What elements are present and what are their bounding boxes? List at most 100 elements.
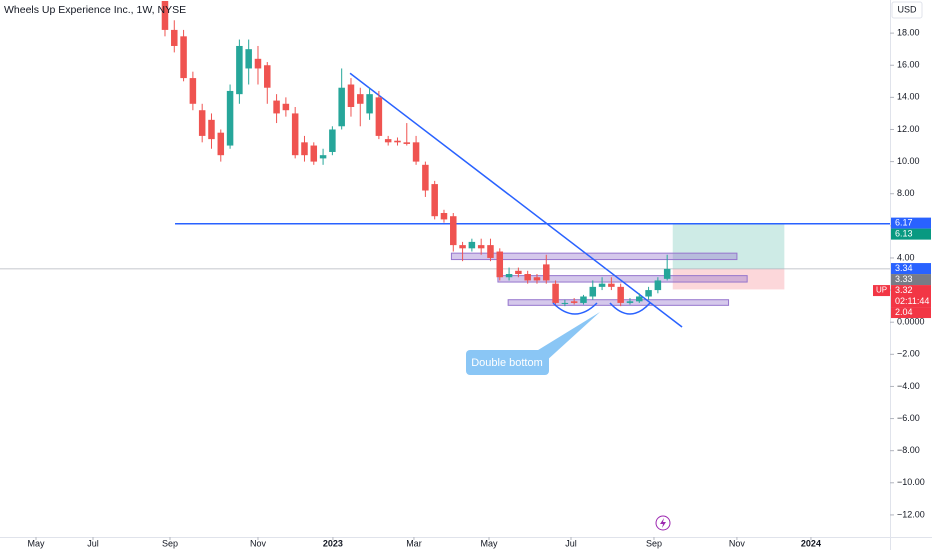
candle-body bbox=[654, 280, 662, 291]
candle-body bbox=[319, 155, 327, 159]
candle-body bbox=[394, 140, 401, 143]
candle-body bbox=[450, 216, 457, 246]
x-tick-label: Nov bbox=[250, 538, 267, 548]
x-tick-label: Sep bbox=[162, 538, 178, 548]
candle-body bbox=[608, 283, 615, 287]
x-tick-label: 2024 bbox=[801, 538, 821, 548]
candle-body bbox=[570, 301, 578, 303]
candle-body bbox=[487, 245, 494, 258]
candle-body bbox=[431, 184, 438, 217]
candle-body bbox=[208, 119, 215, 140]
candle-body bbox=[329, 129, 336, 152]
double-bottom-arcs bbox=[552, 302, 651, 315]
x-tick-label: Nov bbox=[729, 538, 746, 548]
candle-body bbox=[236, 45, 243, 95]
y-tick-label: 0.0000 bbox=[897, 317, 925, 327]
y-tick-label: −12.00 bbox=[897, 509, 925, 519]
x-tick-label: Jul bbox=[565, 538, 577, 548]
price-label: 3.34 bbox=[895, 263, 913, 273]
candle-body bbox=[310, 145, 318, 162]
candle-body bbox=[180, 36, 187, 79]
price-label-box bbox=[891, 217, 931, 229]
candle-body bbox=[663, 268, 671, 279]
trend-line bbox=[349, 72, 683, 328]
candle-body bbox=[301, 142, 308, 156]
candle-body bbox=[171, 29, 178, 46]
candle-body bbox=[440, 212, 448, 220]
plot bbox=[0, 1, 890, 328]
x-tick-label: May bbox=[480, 538, 498, 548]
candle-body bbox=[273, 100, 280, 114]
candle-body bbox=[198, 110, 206, 136]
candle-body bbox=[524, 274, 531, 281]
candle-body bbox=[264, 65, 271, 88]
candle-body bbox=[617, 286, 624, 303]
candle-body bbox=[291, 113, 299, 156]
y-tick-label: 16.00 bbox=[897, 60, 920, 70]
y-tick-label: −8.00 bbox=[897, 445, 920, 455]
stop-zone bbox=[672, 268, 785, 290]
candle-body bbox=[217, 132, 225, 156]
candle-body bbox=[468, 241, 476, 249]
candle-body bbox=[226, 90, 234, 146]
y-tick-label: −10.00 bbox=[897, 477, 925, 487]
candle-body bbox=[375, 97, 383, 136]
candle-body bbox=[589, 286, 597, 297]
x-tick-label: Jul bbox=[87, 538, 99, 548]
price-label-box bbox=[891, 228, 931, 240]
x-tick-label: Sep bbox=[646, 538, 662, 548]
callout-box bbox=[466, 350, 549, 375]
x-tick-label: Mar bbox=[406, 538, 422, 548]
candle-body bbox=[580, 296, 587, 303]
candle-body bbox=[338, 87, 345, 127]
price-label: 3.32 bbox=[895, 285, 913, 295]
event-icon[interactable] bbox=[655, 515, 671, 531]
candle-body bbox=[505, 274, 513, 278]
symbol-label: UP bbox=[876, 286, 887, 295]
y-tick-label: 14.00 bbox=[897, 92, 920, 102]
y-tick-label: −2.00 bbox=[897, 349, 920, 359]
currency-box[interactable] bbox=[891, 1, 923, 19]
candle-body bbox=[245, 49, 252, 69]
y-tick-label: 8.00 bbox=[897, 188, 915, 198]
currency: USD bbox=[897, 4, 917, 14]
price-label-box bbox=[891, 307, 931, 319]
candle-body bbox=[543, 264, 550, 281]
candle-body bbox=[422, 164, 429, 191]
y-tick-label: 10.00 bbox=[897, 156, 920, 166]
price-label: 6.13 bbox=[895, 228, 913, 238]
candle-body bbox=[161, 1, 169, 30]
candle-body bbox=[561, 302, 569, 304]
price-label-box bbox=[891, 274, 931, 286]
y-tick-label: −4.00 bbox=[897, 381, 920, 391]
candle-body bbox=[254, 58, 262, 69]
candle-body bbox=[412, 142, 420, 162]
candle-body bbox=[347, 84, 355, 107]
candle-body bbox=[552, 283, 559, 303]
candle-body bbox=[645, 290, 652, 297]
candle-body bbox=[384, 139, 392, 143]
candle-body bbox=[496, 251, 504, 278]
candle-body bbox=[357, 94, 364, 104]
y-tick-label: 18.00 bbox=[897, 27, 920, 37]
candle-body bbox=[459, 245, 466, 249]
candle-body bbox=[515, 270, 522, 275]
candle-body bbox=[626, 301, 634, 303]
symbol-box bbox=[873, 285, 890, 297]
price-label: 6.17 bbox=[895, 217, 913, 227]
x-tick-label: 2023 bbox=[323, 538, 343, 548]
countdown: 02:11:44 bbox=[895, 296, 929, 306]
annotation-text: Double bottom bbox=[471, 357, 543, 369]
x-tick-label: May bbox=[27, 538, 45, 548]
price-label-box bbox=[891, 263, 931, 275]
candle-body bbox=[366, 94, 373, 114]
y-tick-label: 12.00 bbox=[897, 124, 920, 134]
price-label: 3.33 bbox=[895, 274, 913, 284]
candle-body bbox=[189, 78, 197, 104]
event-bolt bbox=[660, 518, 666, 528]
symbol-title: Wheels Up Experience Inc., 1W, NYSE bbox=[4, 4, 186, 16]
candle-body bbox=[598, 283, 606, 287]
candle-body bbox=[533, 277, 541, 281]
